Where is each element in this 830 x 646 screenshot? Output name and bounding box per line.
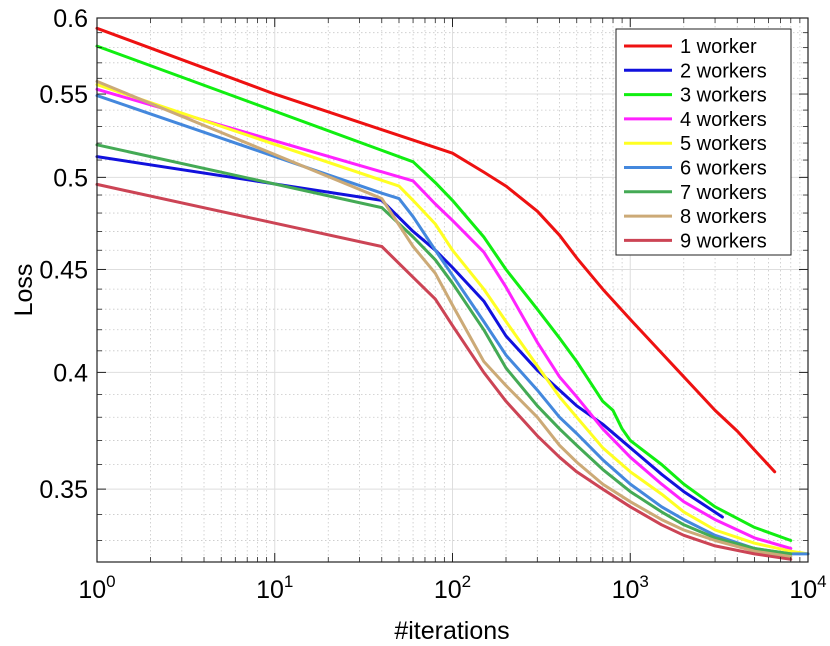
y-tick-label: 0.45 xyxy=(39,256,88,284)
series-line-4 xyxy=(95,87,793,550)
series-line-6 xyxy=(95,94,810,556)
tick-marks xyxy=(96,17,809,562)
y-tick-label: 0.5 xyxy=(53,164,88,192)
x-tick-exponent: 3 xyxy=(639,572,648,591)
series-line-3 xyxy=(95,44,793,542)
x-tick-base: 10 xyxy=(434,576,462,604)
legend-label: 4 workers xyxy=(680,109,767,131)
series-line-7 xyxy=(95,143,793,556)
legend-label: 9 workers xyxy=(680,230,767,252)
y-tick-label: 0.4 xyxy=(53,359,88,387)
y-tick-labels: 0.6 0.55 0.5 0.45 0.4 0.35 xyxy=(39,5,88,504)
x-tick-label: 103 xyxy=(612,572,649,604)
x-tick-labels: 100 101 102 103 104 xyxy=(78,572,826,604)
x-tick-base: 10 xyxy=(78,576,106,604)
x-tick-label: 101 xyxy=(256,572,293,604)
x-tick-base: 10 xyxy=(256,576,284,604)
series-line-5 xyxy=(95,83,810,556)
x-axis-label: #iterations xyxy=(394,617,509,645)
x-tick-label: 104 xyxy=(789,572,826,604)
legend-label: 2 workers xyxy=(680,60,767,82)
series-lines xyxy=(95,26,810,561)
legend-label: 5 workers xyxy=(680,133,767,155)
x-tick-base: 10 xyxy=(612,576,640,604)
x-tick-label: 100 xyxy=(78,572,115,604)
series-line-1 xyxy=(95,26,777,474)
legend-label: 7 workers xyxy=(680,182,767,204)
legend-label: 1 worker xyxy=(680,36,757,58)
y-axis-label: Loss xyxy=(10,264,38,317)
x-tick-base: 10 xyxy=(789,576,817,604)
x-tick-label: 102 xyxy=(434,572,471,604)
x-tick-exponent: 0 xyxy=(106,572,115,591)
x-tick-exponent: 1 xyxy=(284,572,293,591)
legend-label: 8 workers xyxy=(680,206,767,228)
x-tick-exponent: 4 xyxy=(817,572,826,591)
legend-label: 3 workers xyxy=(680,85,767,107)
y-tick-label: 0.6 xyxy=(53,5,88,33)
series-line-8 xyxy=(95,79,793,559)
legend-label: 6 workers xyxy=(680,158,767,180)
x-tick-exponent: 2 xyxy=(462,572,471,591)
y-tick-label: 0.55 xyxy=(39,81,88,109)
series-line-2 xyxy=(95,155,724,519)
series-line-9 xyxy=(95,182,793,561)
y-tick-label: 0.35 xyxy=(39,476,88,504)
